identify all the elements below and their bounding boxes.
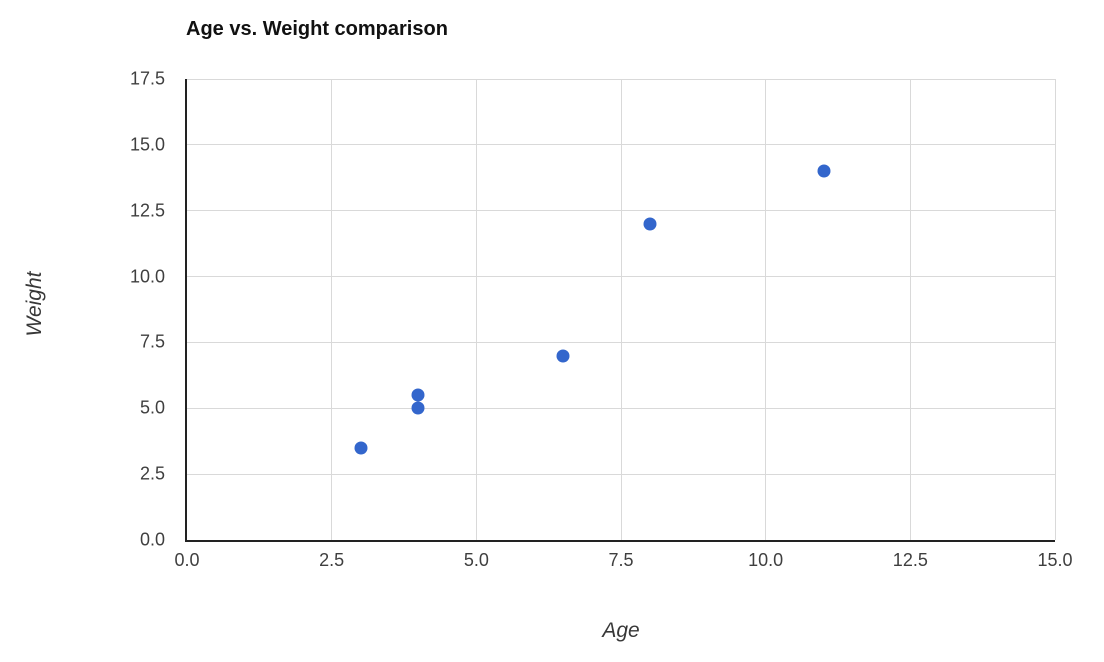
horizontal-gridline (187, 210, 1055, 212)
y-tick-label: 2.5 (139, 463, 165, 484)
x-tick-label: 15.0 (1037, 550, 1073, 570)
vertical-gridline (765, 79, 767, 540)
vertical-gridline (331, 79, 333, 540)
chart-title: Age vs. Weight comparison (186, 18, 448, 40)
x-tick-label: 10.0 (748, 550, 784, 570)
y-tick-label: 7.5 (139, 331, 165, 352)
vertical-gridline (1054, 79, 1056, 540)
data-point (817, 164, 831, 178)
x-tick-label: 5.0 (463, 550, 489, 570)
x-axis-spine (185, 540, 1055, 542)
y-tick-label: 15.0 (129, 134, 165, 155)
x-tick-label: 12.5 (892, 550, 928, 570)
x-axis-tick-labels: 0.0 2.5 5.0 7.5 10.0 12.5 15.0 (174, 540, 1072, 580)
vertical-gridline (909, 79, 911, 540)
y-tick-label: 12.5 (129, 200, 165, 221)
y-tick-label: 17.5 (129, 68, 165, 89)
y-tick-label: 0.0 (139, 529, 165, 550)
horizontal-gridline (187, 144, 1055, 146)
y-axis-tick-labels: 0.0 2.5 5.0 7.5 10.0 12.5 15.0 17.5 (0, 69, 165, 550)
horizontal-gridline (187, 276, 1055, 278)
data-point (556, 349, 570, 363)
plot-area (185, 78, 1056, 542)
y-axis-spine (185, 79, 187, 542)
vertical-gridline (620, 79, 622, 540)
y-tick-label: 5.0 (139, 397, 165, 418)
data-point (643, 217, 657, 231)
data-point (411, 388, 425, 402)
data-point (354, 441, 368, 455)
horizontal-gridline (187, 407, 1055, 409)
y-tick-label: 10.0 (129, 266, 165, 287)
x-tick-label: 2.5 (319, 550, 345, 570)
vertical-gridline (475, 79, 477, 540)
horizontal-gridline (187, 341, 1055, 343)
horizontal-gridline (187, 473, 1055, 475)
data-point (411, 401, 425, 415)
x-tick-label: 7.5 (608, 550, 634, 570)
horizontal-gridline (187, 78, 1055, 80)
x-axis-title: Age (602, 619, 640, 642)
x-tick-label: 0.0 (174, 550, 200, 570)
